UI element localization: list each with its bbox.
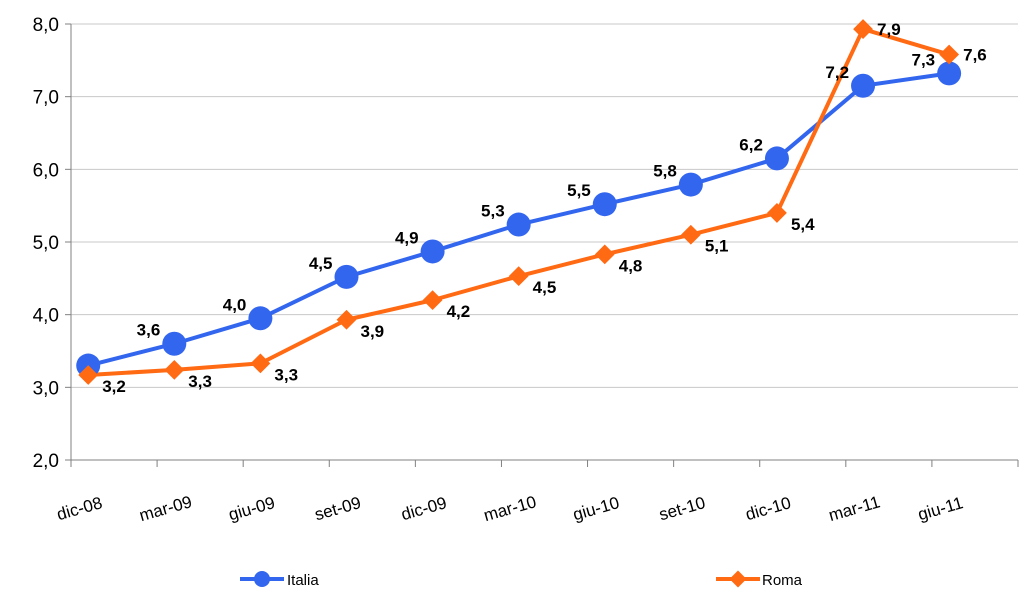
legend-label-roma: Roma — [762, 572, 803, 589]
data-label-roma: 4,2 — [447, 302, 471, 321]
y-axis-ticks: 2,0 3,0 4,0 5,0 6,0 7,0 8,0 — [33, 15, 72, 472]
data-label-italia: 7,2 — [825, 63, 849, 82]
data-label-italia: 6,2 — [739, 135, 763, 154]
data-label-roma: 3,2 — [102, 377, 126, 396]
point-roma — [508, 266, 529, 287]
point-italia — [764, 146, 789, 171]
data-label-italia: 3,6 — [137, 321, 161, 340]
point-italia — [851, 73, 876, 98]
point-italia — [506, 212, 531, 237]
point-italia — [937, 61, 962, 86]
y-tick-label: 2,0 — [33, 451, 59, 472]
data-label-roma: 7,9 — [877, 20, 901, 39]
point-roma — [250, 353, 271, 374]
legend-item-italia: Italia — [240, 571, 319, 589]
data-label-roma: 5,1 — [705, 237, 729, 256]
x-tick-label: mar-11 — [826, 492, 882, 525]
point-roma — [78, 365, 99, 385]
x-tick-label: dic-10 — [743, 493, 793, 524]
point-roma — [853, 19, 873, 39]
data-label-italia: 4,0 — [223, 295, 247, 314]
y-tick-label: 7,0 — [33, 88, 59, 109]
x-tick-label: giu-09 — [226, 493, 277, 524]
data-label-italia: 5,8 — [653, 162, 677, 181]
data-label-italia: 5,3 — [481, 202, 505, 221]
data-label-roma: 7,6 — [963, 46, 987, 65]
x-axis: dic-08 mar-09 giu-09 set-09 dic-09 mar-10 giu-… — [55, 459, 1019, 525]
point-roma — [422, 290, 443, 311]
point-italia — [420, 239, 445, 264]
point-roma — [336, 309, 357, 330]
data-label-roma: 3,3 — [274, 365, 298, 384]
data-labels: 3,6 4,0 4,5 4,9 5,3 5,5 5,8 6,2 7,2 7,3 3,2 3,3 3,3 3… — [102, 20, 987, 396]
y-tick-label: 3,0 — [33, 378, 59, 399]
data-label-italia: 7,3 — [911, 50, 935, 69]
x-tick-label: set-09 — [312, 493, 363, 524]
x-tick-label: giu-10 — [571, 493, 622, 524]
point-italia — [334, 264, 359, 289]
data-label-roma: 5,4 — [791, 215, 815, 234]
x-tick-label: mar-10 — [481, 492, 538, 525]
x-tick-label: mar-09 — [137, 492, 194, 525]
point-roma — [767, 203, 787, 223]
data-label-italia: 5,5 — [567, 181, 591, 200]
data-label-italia: 4,9 — [395, 228, 419, 247]
data-label-roma: 3,3 — [188, 372, 212, 391]
point-roma — [164, 359, 185, 380]
point-italia — [248, 306, 273, 331]
data-label-italia: 4,5 — [309, 254, 333, 273]
data-label-roma: 4,5 — [533, 278, 557, 297]
x-tick-label: giu-11 — [916, 493, 965, 524]
legend-item-roma: Roma — [716, 570, 803, 589]
y-tick-label: 4,0 — [33, 306, 59, 327]
x-tick-label: dic-08 — [55, 493, 105, 524]
series-line-roma — [88, 27, 950, 377]
y-tick-label: 8,0 — [33, 15, 59, 36]
gridlines — [71, 23, 1018, 388]
legend-marker-roma — [729, 570, 747, 588]
legend-label-italia: Italia — [287, 572, 319, 589]
point-roma — [594, 244, 615, 265]
x-tick-label: set-10 — [657, 493, 708, 524]
data-label-roma: 3,9 — [360, 322, 384, 341]
point-italia — [678, 172, 703, 197]
y-tick-label: 5,0 — [33, 233, 59, 254]
legend-marker-italia — [254, 571, 270, 587]
point-italia — [162, 331, 187, 356]
y-tick-label: 6,0 — [33, 160, 59, 181]
legend: Italia Roma — [240, 570, 803, 589]
x-tick-label: dic-09 — [399, 493, 449, 524]
data-label-roma: 4,8 — [619, 256, 643, 275]
point-roma — [939, 44, 960, 65]
point-italia — [592, 192, 617, 217]
